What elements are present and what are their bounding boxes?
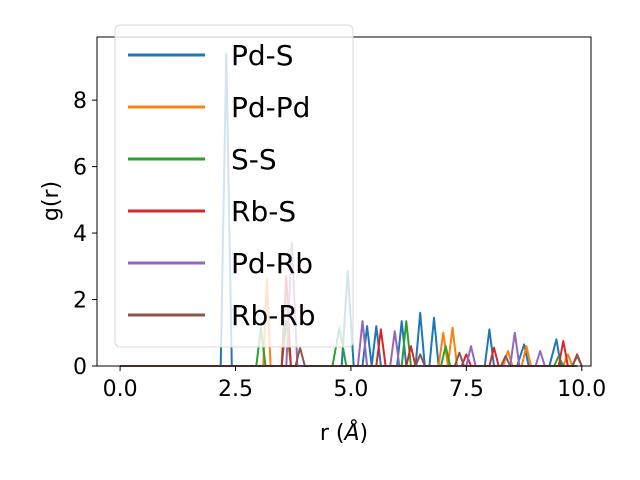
legend-label: S-S [231,143,277,176]
legend-label: Pd-S [231,39,294,72]
x-tick-label: 10.0 [557,377,606,402]
x-axis-label: r (Å) [320,419,368,446]
y-tick-label: 0 [73,355,87,380]
legend-label: Pd-Rb [231,247,313,280]
y-tick-label: 8 [73,89,87,114]
x-tick-label: 2.5 [218,377,253,402]
x-axis-label-suffix: ) [360,421,369,446]
y-axis: 0 2 4 6 8 [73,89,97,380]
y-tick-label: 6 [73,156,87,181]
legend-label: Rb-S [231,195,296,228]
x-tick-label: 7.5 [449,377,484,402]
y-tick-label: 2 [73,289,87,314]
x-axis-label-prefix: r ( [320,421,345,446]
x-tick-label: 5.0 [333,377,368,402]
legend-label: Pd-Pd [231,91,310,124]
x-tick-label: 0.0 [103,377,138,402]
x-axis-label-unit: Å [342,419,359,446]
y-axis-label: g(r) [39,181,64,221]
legend-label: Rb-Rb [231,299,316,332]
x-axis: 0.0 2.5 5.0 7.5 10.0 [103,366,606,402]
legend: Pd-S Pd-Pd S-S Rb-S Pd-Rb Rb-Rb [114,24,354,348]
y-tick-label: 4 [73,222,87,247]
